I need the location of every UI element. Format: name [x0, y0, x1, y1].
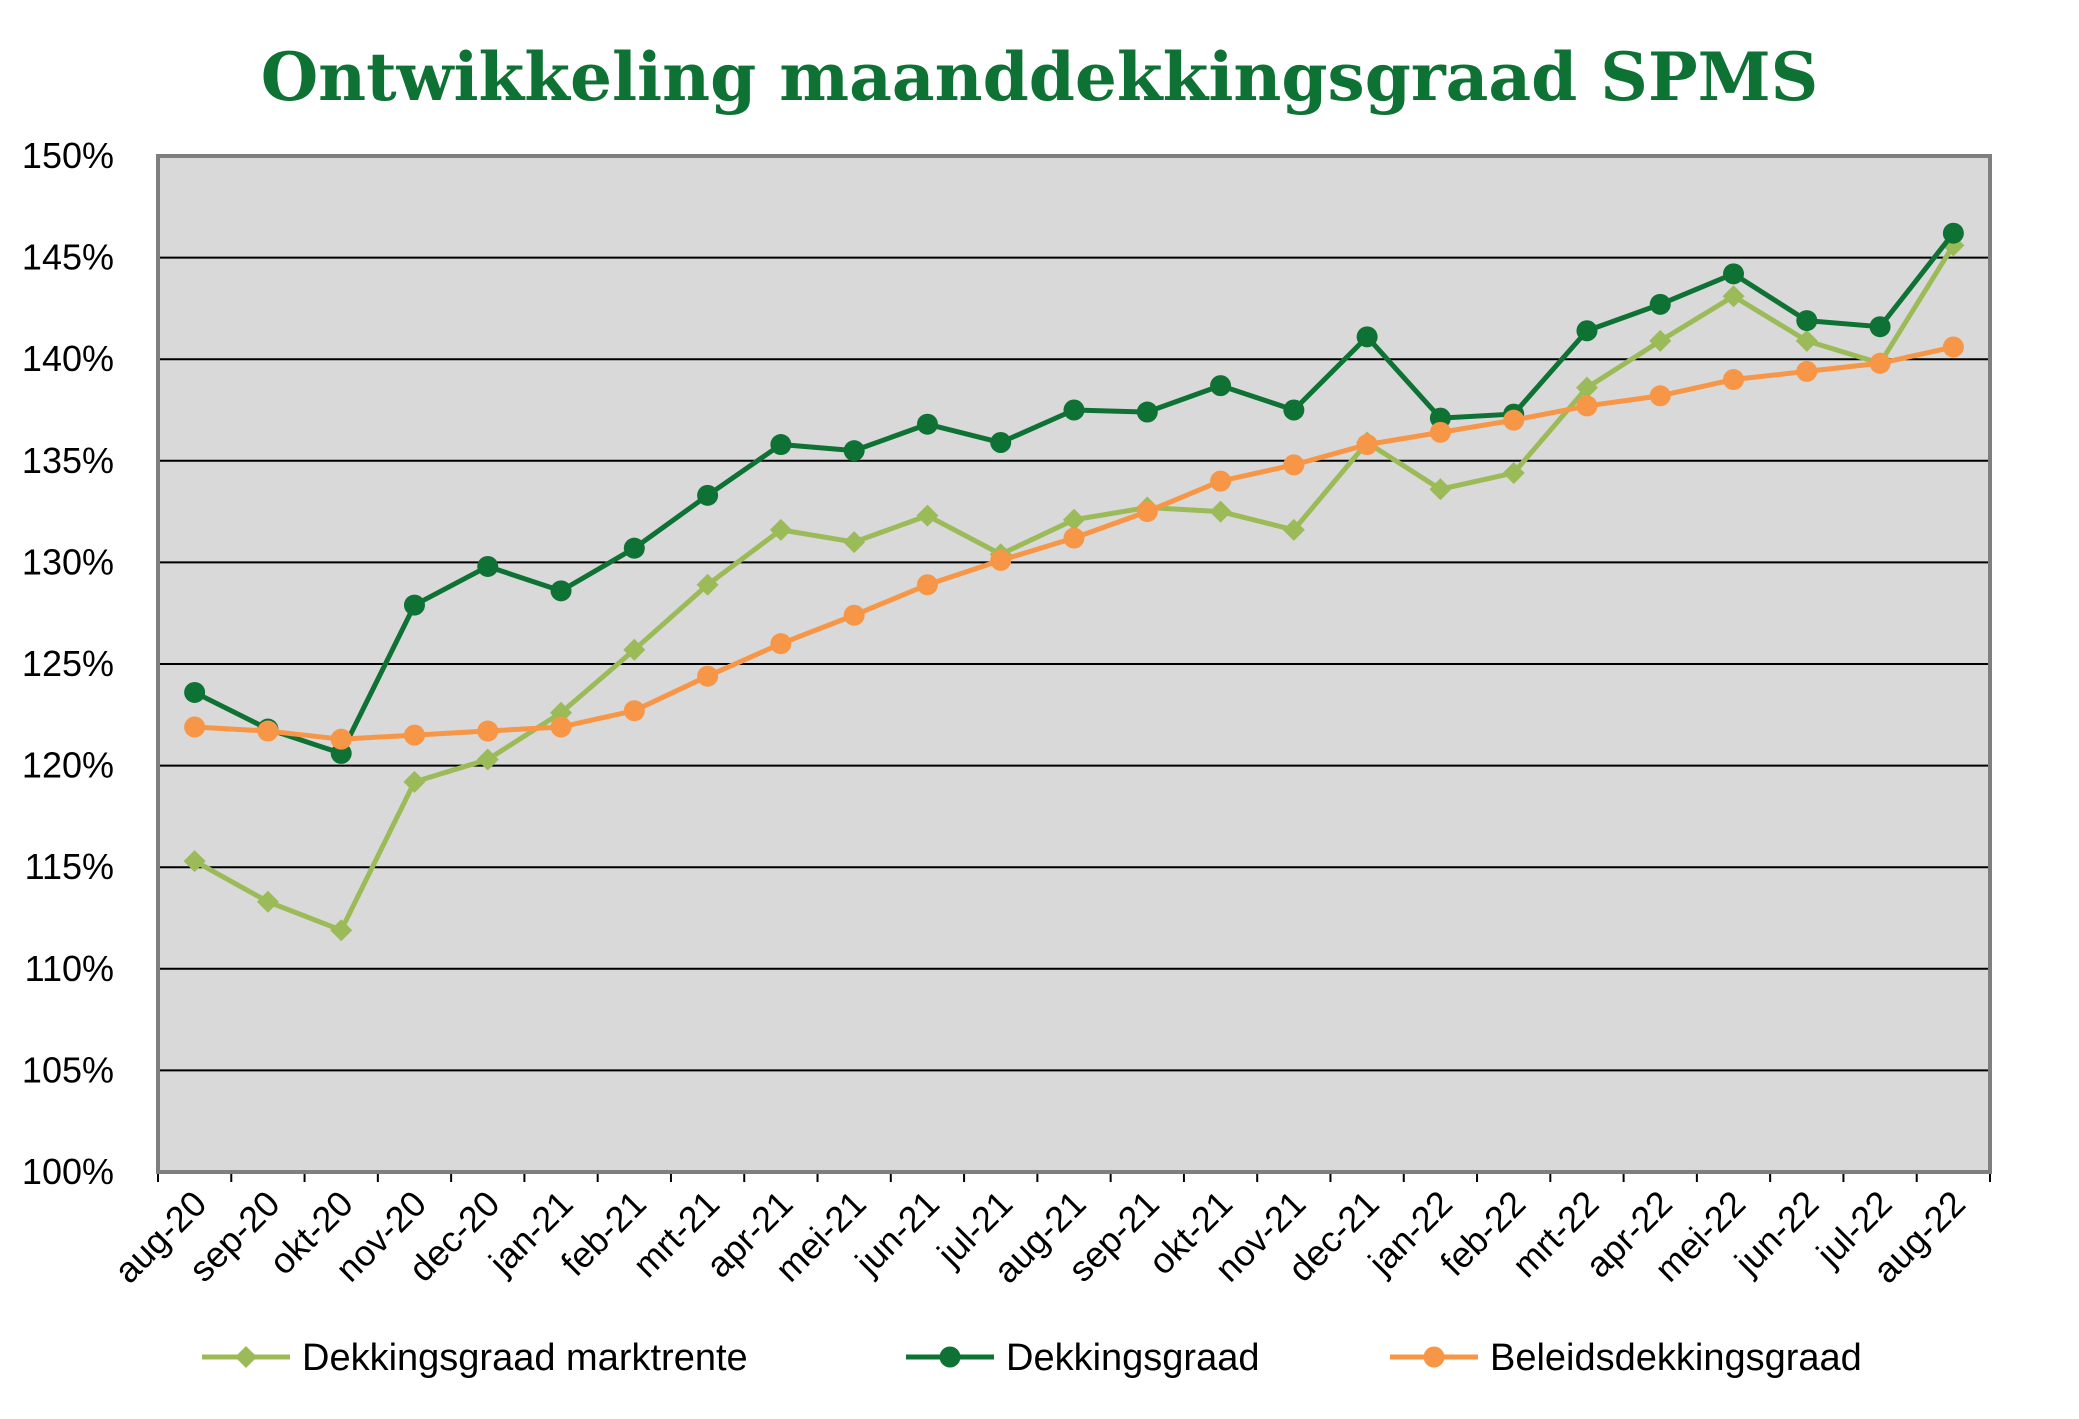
- data-point: [1283, 399, 1305, 421]
- data-point: [697, 665, 719, 687]
- x-axis: aug-20sep-20okt-20nov-20dec-20jan-21feb-…: [106, 1171, 1991, 1291]
- data-point: [1209, 500, 1232, 523]
- legend-marker: [235, 1346, 257, 1368]
- data-point: [1722, 285, 1745, 308]
- data-point: [1502, 461, 1525, 484]
- legend-item-1: Dekkingsgraad marktrente: [202, 1337, 748, 1379]
- data-point: [476, 748, 499, 771]
- data-point: [550, 580, 572, 602]
- data-point: [916, 413, 938, 435]
- data-point: [623, 638, 646, 661]
- data-point: [623, 700, 645, 722]
- legend-item-3: Beleidsdekkingsgraad: [1390, 1337, 1862, 1379]
- data-point: [916, 504, 939, 527]
- data-point: [1429, 478, 1452, 501]
- legend-marker: [1423, 1346, 1445, 1368]
- legend-label: Beleidsdekkingsgraad: [1490, 1337, 1862, 1379]
- data-point: [1942, 336, 1964, 358]
- plot-border: [156, 154, 1992, 1174]
- data-point: [990, 549, 1012, 571]
- data-point: [257, 720, 279, 742]
- data-point: [403, 594, 425, 616]
- series-2: [184, 222, 1964, 764]
- y-axis-ticks: 100% 105% 110% 115% 120% 125% 130% 135% 140% 145%…: [22, 135, 114, 1192]
- data-point: [184, 716, 206, 738]
- data-point: [623, 537, 645, 559]
- data-point: [1063, 527, 1085, 549]
- legend: Dekkingsgraad marktrente Dekkingsgraad Bel…: [202, 1337, 1862, 1379]
- y-tick-label: 105%: [22, 1049, 114, 1090]
- data-point: [1942, 222, 1964, 244]
- data-point: [477, 720, 499, 742]
- data-point: [990, 432, 1012, 454]
- data-point: [1210, 375, 1232, 397]
- data-point: [550, 716, 572, 738]
- y-tick-label: 150%: [22, 135, 114, 176]
- data-point: [1356, 434, 1378, 456]
- data-point: [1063, 399, 1085, 421]
- data-point: [697, 484, 719, 506]
- data-point: [256, 890, 279, 913]
- data-point: [330, 728, 352, 750]
- legend-item-2: Dekkingsgraad: [906, 1337, 1259, 1379]
- data-point: [843, 531, 866, 554]
- data-point: [843, 604, 865, 626]
- series-3: [184, 336, 1964, 750]
- y-tick-label: 140%: [22, 338, 114, 379]
- data-point: [1503, 409, 1525, 431]
- data-point: [1282, 518, 1305, 541]
- legend-label: Dekkingsgraad: [1006, 1337, 1259, 1379]
- data-point: [1796, 360, 1818, 382]
- data-point: [1795, 329, 1818, 352]
- series-1: [183, 234, 1965, 942]
- y-tick-label: 135%: [22, 440, 114, 481]
- y-tick-label: 120%: [22, 745, 114, 786]
- data-point: [696, 573, 719, 596]
- data-point: [1649, 385, 1671, 407]
- data-point: [183, 850, 206, 873]
- data-point: [1576, 320, 1598, 342]
- legend-marker: [939, 1346, 961, 1368]
- data-point: [1575, 376, 1598, 399]
- data-point: [403, 724, 425, 746]
- data-point: [477, 555, 499, 577]
- data-point: [1796, 310, 1818, 332]
- data-point: [1723, 263, 1745, 285]
- data-point: [184, 681, 206, 703]
- data-point: [1869, 352, 1891, 374]
- data-point: [843, 440, 865, 462]
- chart-title: Ontwikkeling maanddekkingsgraad SPMS: [260, 38, 1819, 116]
- data-point: [1063, 508, 1085, 531]
- gridlines: [158, 256, 1990, 1072]
- data-point: [1576, 395, 1598, 417]
- x-tick-label: jun-21: [847, 1183, 947, 1283]
- data-point: [916, 574, 938, 596]
- data-point: [1283, 454, 1305, 476]
- data-point: [1649, 329, 1672, 352]
- y-tick-label: 115%: [25, 846, 114, 887]
- data-point: [1869, 316, 1891, 338]
- data-point: [330, 919, 353, 942]
- data-point: [403, 770, 426, 793]
- y-tick-label: 130%: [22, 541, 114, 582]
- x-tick-label: jun-22: [1726, 1183, 1826, 1283]
- series-group: [183, 222, 1965, 942]
- y-tick-label: 145%: [22, 237, 114, 278]
- data-point: [770, 434, 792, 456]
- data-point: [1429, 421, 1451, 443]
- data-point: [769, 518, 792, 541]
- data-point: [1356, 326, 1378, 348]
- data-point: [1649, 293, 1671, 315]
- data-point: [1210, 470, 1232, 492]
- y-tick-label: 100%: [22, 1151, 114, 1192]
- data-point: [770, 633, 792, 655]
- data-point: [1723, 369, 1745, 391]
- y-tick-label: 110%: [25, 948, 114, 989]
- data-point: [1136, 501, 1158, 523]
- legend-label: Dekkingsgraad marktrente: [302, 1337, 748, 1379]
- y-tick-label: 125%: [22, 643, 114, 684]
- data-point: [1136, 401, 1158, 423]
